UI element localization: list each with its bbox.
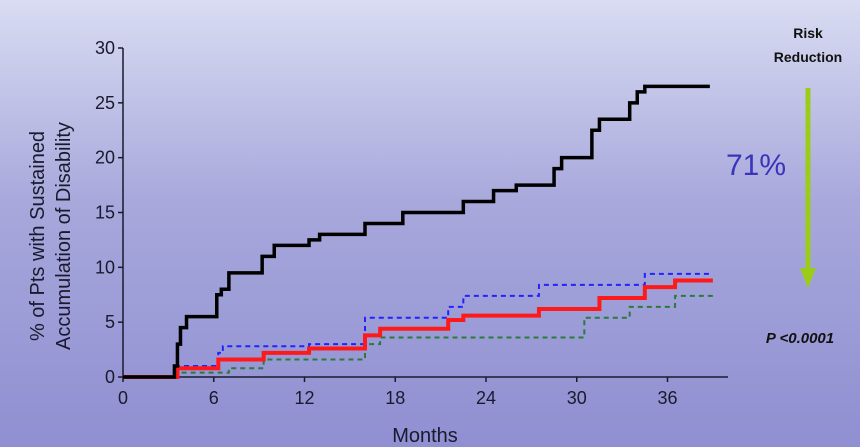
y-tick-label: 25	[95, 93, 115, 113]
series-line-1	[123, 278, 713, 379]
y-tick-label: 30	[95, 38, 115, 58]
series-group	[123, 84, 713, 379]
x-axis-title: Months	[392, 425, 458, 447]
x-tick-label: 36	[657, 388, 677, 408]
x-tick-label: 24	[476, 388, 496, 408]
series-line-2	[123, 272, 713, 378]
p-value-label: P <0.0001	[766, 330, 834, 347]
x-tick-label: 30	[567, 388, 587, 408]
series-line-3	[123, 294, 713, 378]
risk-reduction-value: 71%	[726, 149, 786, 182]
axes	[118, 47, 728, 382]
x-tick-label: 18	[385, 388, 405, 408]
y-tick-label: 5	[105, 312, 115, 332]
y-tick-label: 10	[95, 257, 115, 277]
down-arrow-icon	[800, 88, 816, 288]
y-axis-title-line1: % of Pts with Sustained	[27, 131, 49, 341]
series-line-0	[123, 84, 710, 379]
x-tick-label: 6	[209, 388, 219, 408]
tick-labels: 0 5 10 15 20 25 30 0 6 12 18 24 30 36	[95, 38, 678, 408]
y-tick-label: 0	[105, 367, 115, 387]
x-tick-label: 0	[118, 388, 128, 408]
risk-reduction-label-line1: Risk	[793, 25, 823, 41]
y-tick-label: 20	[95, 148, 115, 168]
y-tick-label: 15	[95, 203, 115, 223]
y-axis-title-line2: Accumulation of Disability	[53, 122, 75, 350]
risk-reduction-label-line2: Reduction	[774, 49, 842, 65]
x-tick-label: 12	[294, 388, 314, 408]
